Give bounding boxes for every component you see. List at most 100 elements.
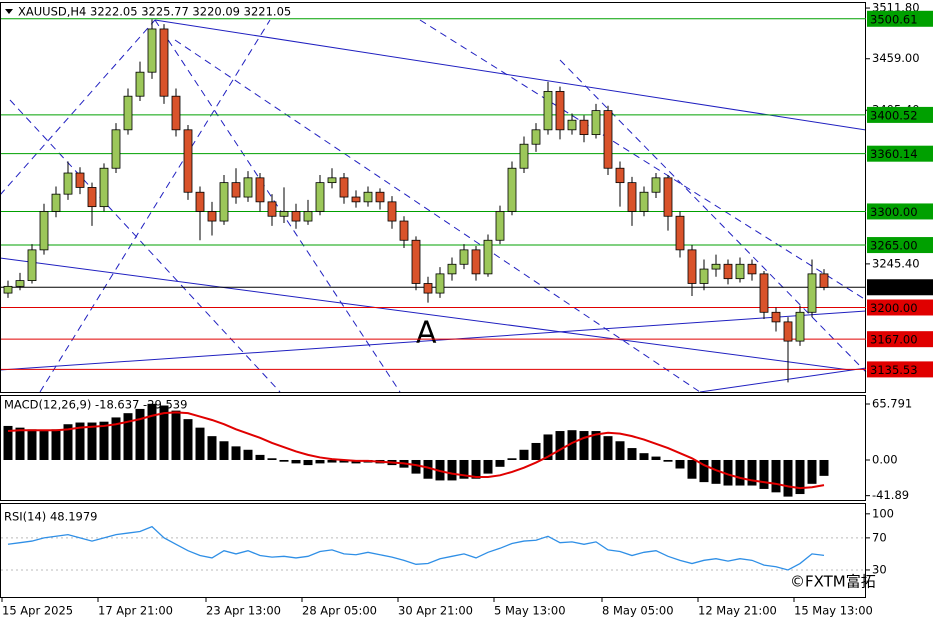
macd-bar: [495, 459, 505, 467]
trendline: [699, 367, 867, 393]
macd-bar: [291, 459, 301, 464]
macd-bar: [711, 459, 721, 484]
candle-body: [675, 215, 685, 251]
macd-bar: [483, 459, 493, 474]
y-tick-label: 30: [872, 562, 887, 576]
candle-body: [807, 273, 817, 313]
macd-bar: [771, 459, 781, 493]
candle-body: [3, 285, 13, 294]
candle-body: [339, 177, 349, 198]
macd-bar: [15, 427, 25, 460]
candle-body: [303, 211, 313, 222]
y-tick-label: 100: [872, 506, 894, 520]
candle-body: [183, 129, 193, 193]
macd-bar: [567, 430, 577, 460]
macd-bar: [267, 458, 277, 460]
y-tick-label: 65.791: [872, 396, 912, 410]
macd-bar: [147, 403, 157, 460]
candle-body: [63, 172, 73, 195]
trendline: [9, 99, 281, 393]
candle-body: [351, 196, 361, 203]
macd-bar: [39, 431, 49, 460]
rsi-panel-frame: [0, 503, 866, 598]
level-box: [867, 203, 933, 220]
level-box: [867, 237, 933, 254]
candle-body: [579, 119, 589, 136]
macd-bar: [543, 434, 553, 460]
candle-body: [531, 129, 541, 145]
y-tick-label: 0.00: [872, 452, 898, 466]
candle-body: [447, 263, 457, 275]
candle-body: [819, 273, 829, 288]
macd-bar: [699, 459, 709, 483]
candle-body: [123, 95, 133, 131]
candle-body: [243, 177, 253, 198]
macd-bar: [783, 459, 793, 497]
menu-triangle: [5, 9, 13, 14]
trendline: [39, 19, 271, 393]
macd-bar: [735, 459, 745, 486]
macd-bar: [519, 449, 529, 460]
macd-panel-frame: [0, 395, 866, 501]
macd-bar: [447, 459, 457, 481]
trendline: [154, 19, 867, 131]
level-label: 3167.00: [870, 333, 918, 347]
macd-bar: [171, 410, 181, 460]
candle-body: [507, 167, 517, 212]
macd-bar: [135, 408, 145, 460]
x-tick-label: 12 May 21:00: [698, 604, 777, 618]
level-box: [867, 361, 933, 378]
candle-body: [387, 201, 397, 222]
candle-body: [363, 191, 373, 203]
candle-body: [759, 273, 769, 313]
macd-bar: [615, 441, 625, 460]
candle-body: [795, 311, 805, 342]
macd-bar: [99, 421, 109, 460]
level-label: 3200.00: [870, 301, 918, 315]
macd-bar: [339, 459, 349, 463]
candle-body: [723, 263, 733, 280]
macd-bar: [159, 405, 169, 460]
candle-body: [567, 119, 577, 131]
macd-bar: [255, 454, 265, 460]
candle-body: [735, 263, 745, 280]
macd-bar: [279, 459, 289, 462]
macd-bar: [627, 448, 637, 460]
signal-line: [7, 411, 825, 490]
candle-body: [423, 283, 433, 294]
dashed-channel: [0, 19, 867, 393]
macd-bar: [231, 446, 241, 460]
macd-bar: [63, 424, 73, 460]
candle-body: [711, 263, 721, 270]
candle-body: [147, 28, 157, 73]
level-label: 3300.00: [870, 205, 918, 219]
macd-bar: [471, 459, 481, 479]
trendline: [174, 39, 701, 393]
level-box: [867, 299, 933, 316]
level-label: 3360.14: [870, 147, 918, 161]
candle-body: [399, 220, 409, 241]
candle-body: [231, 182, 241, 198]
level-box: [867, 331, 933, 348]
macd-bar: [327, 459, 337, 463]
candle-body: [615, 167, 625, 184]
macd-bar: [723, 459, 733, 486]
candle-body: [663, 177, 673, 217]
candle-body: [651, 177, 661, 193]
macd-bar: [639, 453, 649, 460]
candle-body: [783, 321, 793, 342]
candle-body: [267, 201, 277, 217]
x-tick-label: 28 Apr 05:00: [302, 604, 377, 618]
trendline: [0, 257, 851, 371]
candle-body: [639, 191, 649, 212]
candle-body: [699, 268, 709, 284]
macd-bar: [795, 459, 805, 495]
trendlines: [0, 19, 867, 393]
candle-body: [519, 143, 529, 169]
candle-body: [627, 182, 637, 212]
macd-title: MACD(12,26,9) -18.637 -29.539: [4, 398, 187, 412]
watermark: ©FXTM富拓: [790, 573, 876, 591]
trendline: [0, 19, 156, 196]
macd-bar: [123, 413, 133, 460]
